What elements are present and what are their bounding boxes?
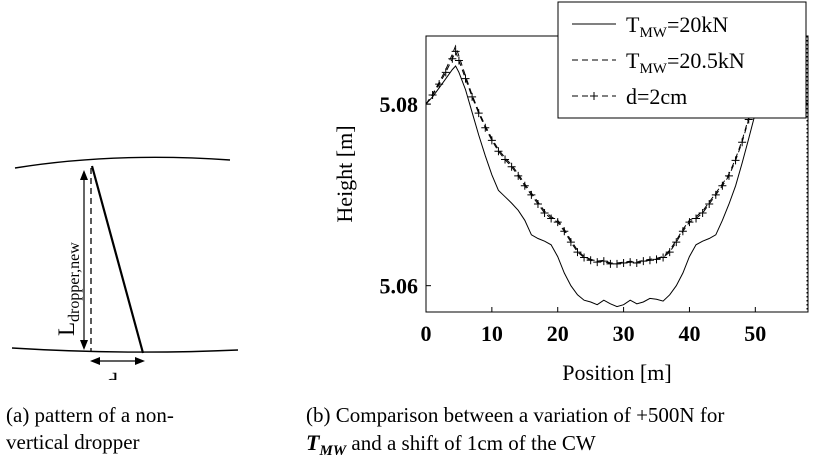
series-line <box>426 65 756 308</box>
data-point-marker <box>573 248 582 257</box>
x-tick-label: 40 <box>678 321 700 346</box>
x-tick-label: 50 <box>744 321 766 346</box>
data-point-marker <box>586 256 595 265</box>
contact-wire-top <box>14 156 231 169</box>
data-point-marker <box>619 258 628 267</box>
data-point-marker <box>718 181 727 190</box>
data-point-marker <box>645 256 654 265</box>
series-2 <box>426 44 808 264</box>
data-point-marker <box>560 227 569 236</box>
caption-math: T <box>306 430 320 455</box>
data-point-marker <box>474 109 483 118</box>
data-point-marker <box>678 227 687 236</box>
data-point-marker <box>711 190 720 199</box>
height-profile-chart: 0 10 20 30 40 50 5.06 5.08 Position [m] Height … <box>332 1 809 385</box>
series-line <box>426 50 808 265</box>
panel-b-comparison-chart: 0 10 20 30 40 50 5.06 5.08 Position [m] Height … <box>300 0 836 468</box>
data-point-marker <box>731 156 740 165</box>
data-point-marker <box>468 92 477 101</box>
data-point-marker <box>451 47 460 56</box>
legend-box <box>557 1 807 119</box>
x-tick-label: 10 <box>481 321 503 346</box>
data-point-marker <box>481 123 490 132</box>
offset-label: d <box>106 370 118 380</box>
data-point-marker <box>566 238 575 247</box>
x-axis-label: Position [m] <box>562 360 671 385</box>
data-point-marker <box>514 171 523 180</box>
length-label: Ldropper,new <box>54 242 83 336</box>
data-point-marker <box>593 258 602 267</box>
dropper-line <box>90 165 145 354</box>
length-arrow-head-bottom <box>80 340 88 350</box>
data-point-marker <box>665 248 674 257</box>
data-point-marker <box>553 218 562 227</box>
data-point-marker <box>454 56 463 65</box>
length-arrow-head-top <box>80 170 88 180</box>
x-tick-label: 0 <box>421 321 432 346</box>
data-point-marker <box>599 257 608 266</box>
caption-a: (a) pattern of a non- vertical dropper <box>6 403 174 454</box>
data-point-marker <box>494 147 503 156</box>
legend-entry: d=2cm <box>572 84 687 109</box>
legend-label: TMW=20.5kN <box>626 48 745 77</box>
data-point-marker <box>501 155 510 164</box>
data-point-marker <box>487 136 496 145</box>
data-point-marker <box>435 80 444 89</box>
data-point-marker <box>507 162 516 171</box>
y-tick-label: 5.08 <box>380 92 419 117</box>
legend: TMW=20kN TMW=20.5kN d=2cm <box>557 1 807 119</box>
dropper-diagram: Ldropper,new d <box>11 156 239 396</box>
data-point-marker <box>580 253 589 262</box>
data-point-marker <box>639 257 648 266</box>
data-point-marker <box>659 253 668 262</box>
y-tick-label: 5.06 <box>380 274 419 299</box>
data-point-marker <box>626 258 635 267</box>
data-point-marker <box>533 199 542 208</box>
data-point-marker <box>724 171 733 180</box>
messenger-wire-bottom <box>11 347 239 353</box>
series-line <box>426 44 808 264</box>
panel-a-dropper-sketch: Ldropper,new d (a) pattern of a non- ver… <box>0 0 300 468</box>
data-point-marker <box>672 238 681 247</box>
legend-label: TMW=20kN <box>626 12 728 41</box>
data-point-marker <box>692 214 701 223</box>
data-point-marker <box>652 255 661 264</box>
legend-label: d=2cm <box>626 84 687 109</box>
x-tick-label: 20 <box>547 321 569 346</box>
caption-math-sub: MW <box>319 443 347 460</box>
data-point-marker <box>547 214 556 223</box>
legend-entry: TMW=20.5kN <box>572 48 745 77</box>
data-point-marker <box>441 68 450 77</box>
data-point-marker <box>698 209 707 218</box>
data-point-marker <box>738 138 747 147</box>
offset-arrow-head-right <box>135 357 145 365</box>
data-point-marker <box>520 181 529 190</box>
data-point-marker <box>705 199 714 208</box>
series-1 <box>426 65 756 308</box>
data-point-marker <box>613 259 621 268</box>
data-point-marker <box>540 209 549 218</box>
x-tick-label: 30 <box>613 321 635 346</box>
caption-b: (b) Comparison between a variation of +5… <box>306 403 725 460</box>
offset-arrow-head-left <box>90 357 100 365</box>
legend-entry: TMW=20kN <box>572 12 728 41</box>
data-point-marker <box>448 54 457 63</box>
data-point-marker <box>632 258 641 267</box>
data-point-marker <box>461 74 470 83</box>
ticks-layer: 0 10 20 30 40 50 5.06 5.08 <box>380 92 767 346</box>
y-axis-label: Height [m] <box>332 125 357 222</box>
data-point-marker <box>685 218 694 227</box>
legend-marker <box>590 92 598 100</box>
data-point-marker <box>527 190 536 199</box>
data-point-marker <box>428 91 437 100</box>
